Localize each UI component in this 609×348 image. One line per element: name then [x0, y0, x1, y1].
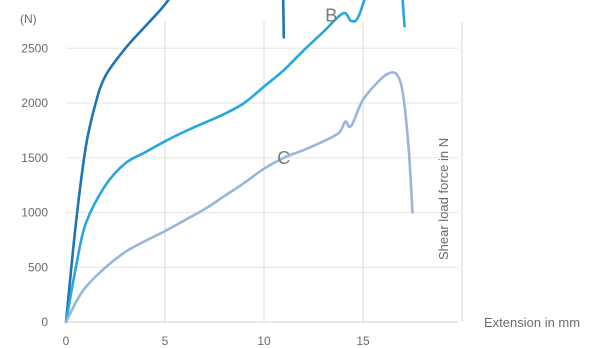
- x-tick-label: 15: [356, 334, 370, 348]
- curve-label-c: C: [277, 148, 290, 168]
- x-tick-label: 5: [162, 334, 169, 348]
- y-tick-label: 1000: [21, 206, 48, 220]
- y-tick-label: 3000: [21, 0, 48, 1]
- y-axis-label: Shear load force in N: [436, 138, 451, 260]
- series-line-a: [64, 0, 286, 324]
- y-unit-label: (N): [20, 12, 37, 26]
- x-tick-label: 10: [257, 334, 271, 348]
- curve-label-b: B: [325, 5, 337, 25]
- series-line-b: [64, 0, 406, 324]
- curves: [64, 0, 414, 324]
- x-axis-label: Extension in mm: [484, 315, 580, 330]
- y-tick-label: 2500: [21, 41, 48, 55]
- y-tick-label: 1500: [21, 151, 48, 165]
- series-line-c: [64, 71, 414, 324]
- x-tick-label: 0: [63, 334, 70, 348]
- y-tick-label: 2000: [21, 96, 48, 110]
- y-tick-label: 0: [41, 315, 48, 329]
- tick-labels: 0500100015002000250030003500400045005000…: [21, 0, 370, 348]
- y-tick-label: 500: [28, 260, 48, 274]
- curve-labels: ABC: [277, 5, 337, 168]
